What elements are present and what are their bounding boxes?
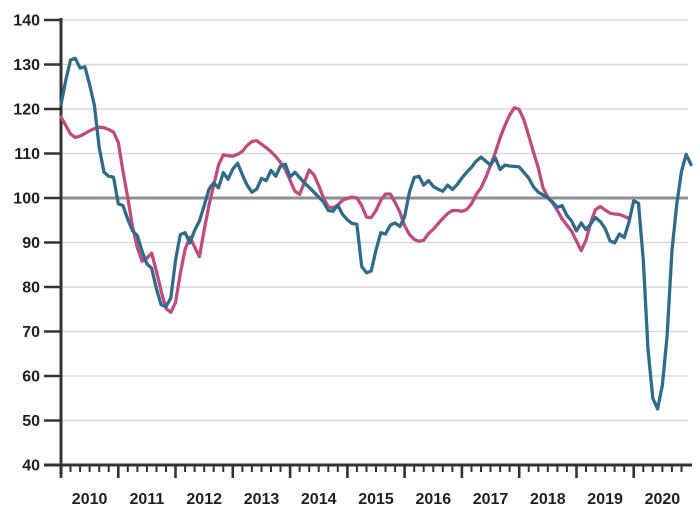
- x-tick-label: 2019: [587, 491, 623, 508]
- y-tick-label: 40: [22, 458, 40, 475]
- y-tick-label: 130: [13, 57, 40, 74]
- series-pink-line: [59, 106, 631, 315]
- y-tick-label: 60: [22, 369, 40, 386]
- x-tick-label: 2017: [473, 491, 509, 508]
- y-tick-label: 120: [13, 102, 40, 119]
- x-tick-label: 2016: [416, 491, 452, 508]
- x-tick-label: 2015: [358, 491, 394, 508]
- x-tick-label: 2014: [301, 491, 337, 508]
- x-tick-label: 2011: [130, 491, 165, 508]
- y-tick-label: 70: [22, 324, 40, 341]
- x-tick-label: 2018: [530, 491, 566, 508]
- y-tick-label: 100: [13, 191, 40, 208]
- x-tick-label: 2020: [645, 491, 681, 508]
- x-tick-label: 2013: [244, 491, 280, 508]
- x-tick-label: 2012: [186, 491, 222, 508]
- series-teal-line: [59, 56, 693, 411]
- y-tick-label: 110: [14, 146, 40, 163]
- y-tick-label: 140: [13, 13, 40, 30]
- y-tick-label: 90: [22, 235, 40, 252]
- y-tick-label: 50: [22, 413, 40, 430]
- x-tick-label: 2010: [72, 491, 108, 508]
- y-tick-label: 80: [22, 280, 40, 297]
